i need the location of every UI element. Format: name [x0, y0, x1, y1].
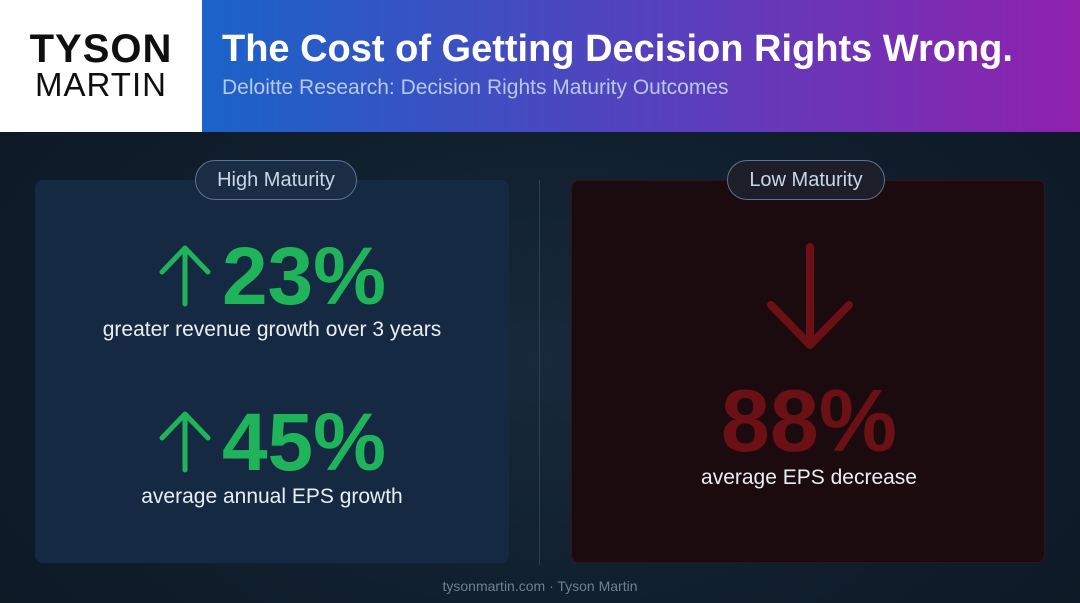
- low-maturity-label: Low Maturity: [727, 160, 885, 200]
- stat-caption: average EPS decrease: [701, 466, 917, 489]
- arrow-up-icon: [158, 242, 212, 313]
- stat-eps-decrease: 88%: [572, 377, 1046, 465]
- stat-value: 88%: [720, 371, 898, 470]
- stat-value: 23%: [221, 231, 387, 322]
- arrow-up-icon: [158, 408, 212, 479]
- high-maturity-card: 23% greater revenue growth over 3 years …: [35, 180, 509, 563]
- logo: TYSON MARTIN: [0, 0, 202, 132]
- logo-line1: TYSON: [29, 27, 173, 71]
- low-maturity-card: 88% average EPS decrease: [571, 180, 1045, 563]
- header-banner: The Cost of Getting Decision Rights Wron…: [202, 0, 1080, 132]
- stat-caption: average annual EPS growth: [141, 485, 403, 508]
- divider: [539, 180, 540, 565]
- stat-value: 45%: [221, 397, 387, 488]
- high-maturity-label: High Maturity: [195, 160, 357, 200]
- logo-line2: MARTIN: [35, 66, 167, 103]
- arrow-down-icon: [765, 243, 855, 358]
- page-subtitle: Deloitte Research: Decision Rights Matur…: [222, 76, 729, 99]
- stat-caption: greater revenue growth over 3 years: [102, 318, 442, 341]
- footer-credit: tysonmartin.com · Tyson Martin: [442, 578, 638, 594]
- stat-eps-growth: 45%: [35, 402, 509, 484]
- page-title: The Cost of Getting Decision Rights Wron…: [222, 28, 1013, 70]
- stat-revenue-growth: 23%: [35, 236, 509, 318]
